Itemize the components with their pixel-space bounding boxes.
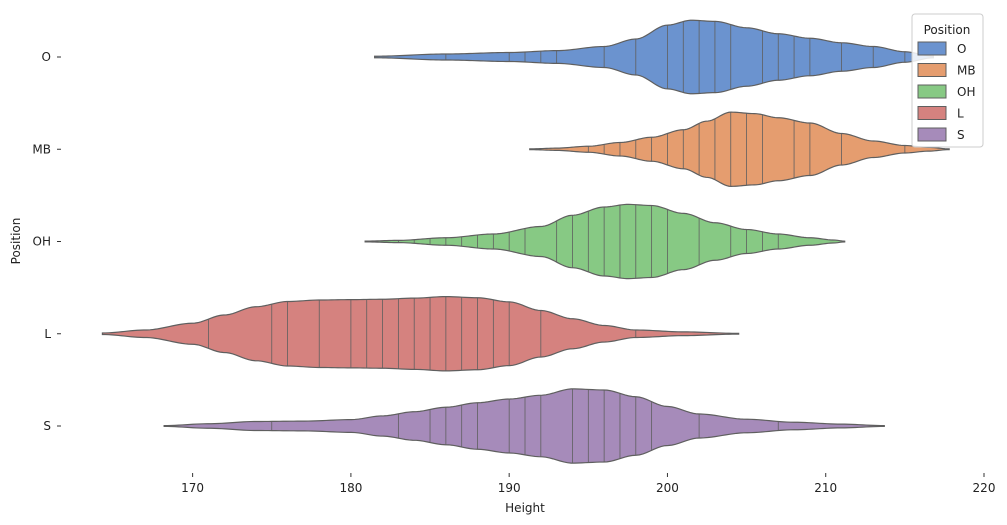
violin-body	[529, 111, 950, 187]
x-tick-label: 220	[973, 481, 996, 495]
x-tick-label: 190	[498, 481, 521, 495]
violin-body	[374, 19, 934, 95]
legend-entry-oh: OH	[917, 84, 975, 99]
legend-entry-s: S	[917, 127, 965, 142]
violin-s	[163, 388, 885, 464]
y-tick-label: MB	[32, 142, 51, 156]
violin-mb	[529, 111, 950, 187]
legend-label: L	[957, 107, 964, 121]
legend-swatch	[917, 41, 947, 56]
x-tick-label: 180	[339, 481, 362, 495]
violin-layer	[101, 19, 950, 464]
legend-entry-l: L	[917, 106, 964, 121]
x-axis: 170 180 190 200 210 220	[181, 473, 995, 495]
legend-entry-o: O	[917, 41, 966, 56]
violin-body	[101, 296, 740, 372]
legend-swatch	[917, 63, 947, 77]
legend-label: OH	[957, 85, 975, 99]
violin-o	[374, 19, 934, 95]
y-tick-label: S	[43, 419, 51, 433]
y-tick-label: OH	[33, 235, 51, 249]
x-tick-label: 170	[181, 481, 204, 495]
violin-body	[163, 388, 885, 464]
legend: Position O MB OH LS	[911, 13, 984, 148]
legend-label: MB	[957, 64, 976, 78]
y-tick-label: L	[44, 327, 51, 341]
y-axis-title: Position	[9, 218, 23, 265]
legend-swatch	[917, 127, 947, 142]
legend-swatch	[917, 84, 947, 99]
violin-body	[364, 203, 846, 280]
legend-entries: O MB OH LS	[917, 41, 976, 142]
x-axis-title: Height	[505, 501, 545, 515]
violin-oh	[364, 203, 846, 280]
y-tick-label: O	[42, 50, 51, 64]
legend-entry-mb: MB	[917, 63, 976, 78]
x-tick-label: 210	[814, 481, 837, 495]
x-tick-label: 200	[656, 481, 679, 495]
legend-label: S	[957, 128, 965, 142]
legend-swatch	[917, 106, 947, 120]
legend-label: O	[957, 42, 966, 56]
legend-title: Position	[924, 23, 971, 37]
y-axis: O MB OH L S	[32, 50, 61, 433]
violin-l	[101, 296, 740, 372]
